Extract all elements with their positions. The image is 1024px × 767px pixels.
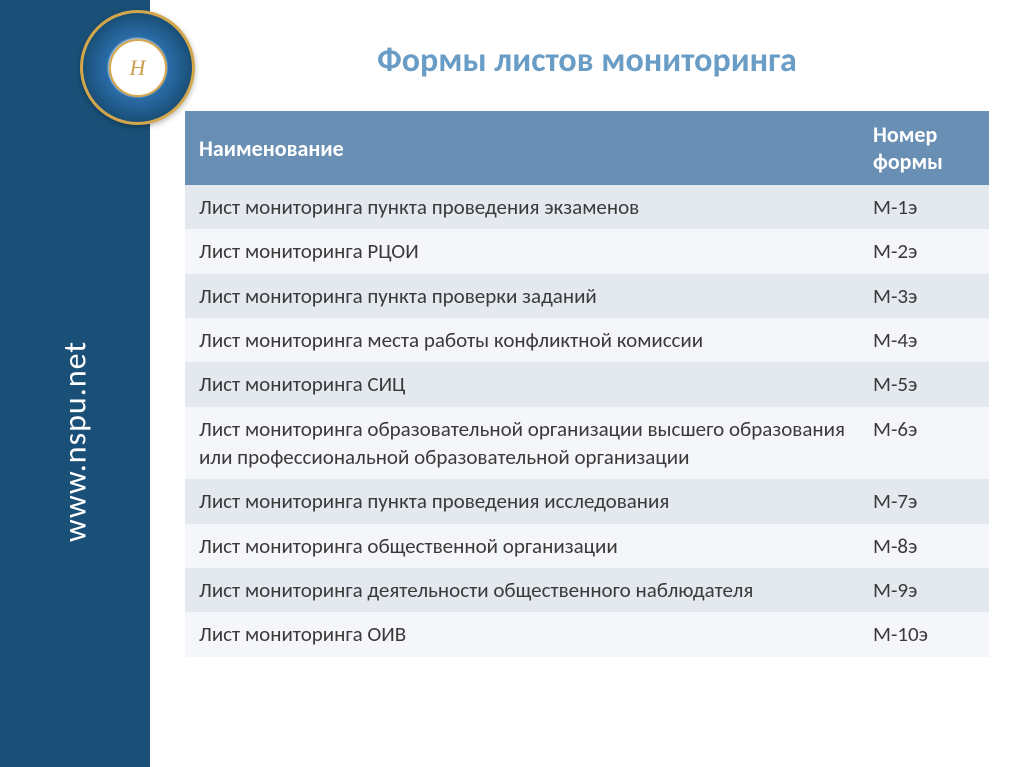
cell-number: М-1э — [859, 185, 989, 229]
column-header-number: Номер формы — [859, 111, 989, 185]
cell-name: Лист мониторинга пункта проверки заданий — [185, 274, 859, 318]
table-row: Лист мониторинга ОИВ М-10э — [185, 612, 989, 656]
cell-number: М-5э — [859, 362, 989, 406]
table-row: Лист мониторинга СИЦ М-5э — [185, 362, 989, 406]
column-header-name: Наименование — [185, 111, 859, 185]
table-row: Лист мониторинга РЦОИ М-2э — [185, 229, 989, 273]
cell-number: М-9э — [859, 568, 989, 612]
cell-name: Лист мониторинга пункта проведения экзам… — [185, 185, 859, 229]
forms-table: Наименование Номер формы Лист мониторинг… — [185, 111, 989, 657]
cell-number: М-7э — [859, 479, 989, 523]
cell-name: Лист мониторинга образовательной организ… — [185, 407, 859, 480]
cell-number: М-4э — [859, 318, 989, 362]
table-row: Лист мониторинга пункта проверки заданий… — [185, 274, 989, 318]
cell-name: Лист мониторинга места работы конфликтно… — [185, 318, 859, 362]
sidebar-url: www.nspu.net — [56, 341, 95, 542]
table-header-row: Наименование Номер формы — [185, 111, 989, 185]
cell-name: Лист мониторинга ОИВ — [185, 612, 859, 656]
cell-number: М-10э — [859, 612, 989, 656]
cell-name: Лист мониторинга СИЦ — [185, 362, 859, 406]
cell-name: Лист мониторинга РЦОИ — [185, 229, 859, 273]
table-row: Лист мониторинга общественной организаци… — [185, 524, 989, 568]
cell-number: М-6э — [859, 407, 989, 480]
table-row: Лист мониторинга пункта проведения иссле… — [185, 479, 989, 523]
cell-name: Лист мониторинга деятельности общественн… — [185, 568, 859, 612]
cell-name: Лист мониторинга пункта проведения иссле… — [185, 479, 859, 523]
cell-name: Лист мониторинга общественной организаци… — [185, 524, 859, 568]
cell-number: М-3э — [859, 274, 989, 318]
cell-number: М-2э — [859, 229, 989, 273]
table-row: Лист мониторинга деятельности общественн… — [185, 568, 989, 612]
table-row: Лист мониторинга места работы конфликтно… — [185, 318, 989, 362]
cell-number: М-8э — [859, 524, 989, 568]
logo-monogram: Н — [109, 39, 167, 97]
logo-ring: Н — [80, 10, 195, 125]
page-title: Формы листов мониторинга — [185, 40, 989, 81]
content-area: Н Формы листов мониторинга Наименование … — [150, 0, 1024, 767]
university-logo: Н — [80, 10, 195, 125]
table-row: Лист мониторинга образовательной организ… — [185, 407, 989, 480]
table-row: Лист мониторинга пункта проведения экзам… — [185, 185, 989, 229]
